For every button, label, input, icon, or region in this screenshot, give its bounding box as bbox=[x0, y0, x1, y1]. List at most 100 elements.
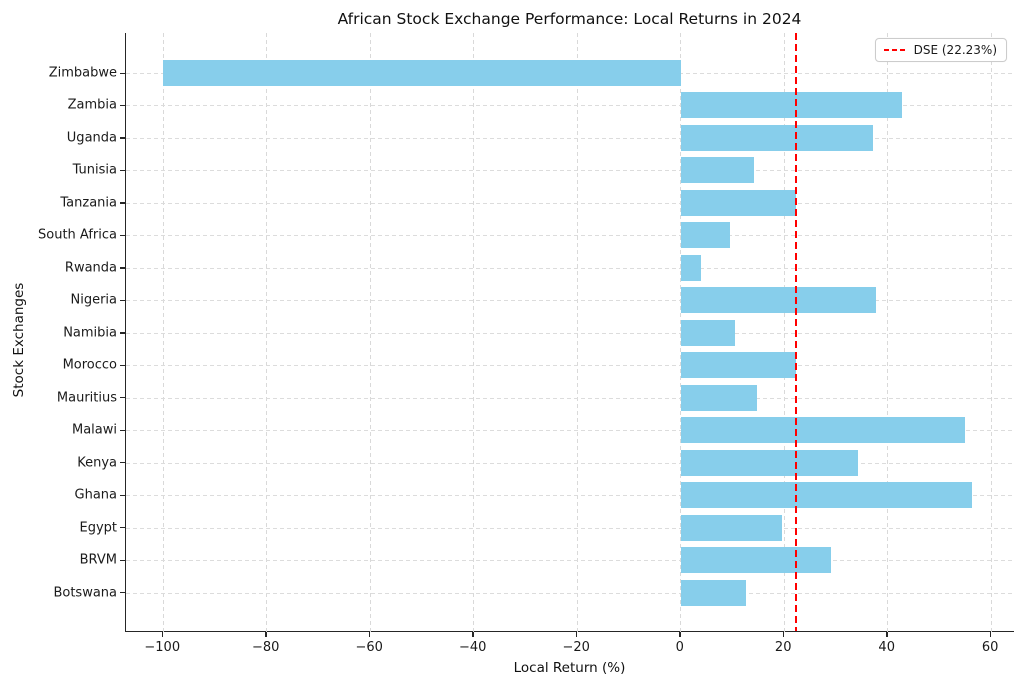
x-tick-label: 20 bbox=[774, 640, 792, 655]
x-tick-mark bbox=[679, 632, 681, 637]
x-tick-label: −60 bbox=[355, 640, 383, 655]
legend-label: DSE (22.23%) bbox=[913, 43, 997, 57]
y-gridline bbox=[126, 235, 1014, 237]
x-tick-label: 40 bbox=[878, 640, 895, 655]
y-tick-mark bbox=[120, 429, 125, 431]
bar-botswana bbox=[680, 579, 747, 606]
bar-rwanda bbox=[680, 254, 701, 281]
bar-morocco bbox=[680, 352, 796, 379]
y-tick-label: Nigeria bbox=[70, 292, 117, 308]
x-tick-mark bbox=[782, 632, 784, 637]
bar-ghana bbox=[680, 482, 972, 509]
y-tick-label: Mauritius bbox=[56, 390, 117, 406]
y-tick-label: Morocco bbox=[62, 357, 117, 373]
y-gridline bbox=[126, 202, 1014, 204]
x-tick-mark bbox=[575, 632, 578, 637]
bar-south-africa bbox=[680, 222, 731, 249]
y-gridline bbox=[126, 267, 1014, 269]
y-tick-label: Rwanda bbox=[64, 260, 117, 276]
x-tick-mark bbox=[265, 632, 267, 637]
y-tick-mark bbox=[120, 527, 125, 529]
y-tick-label: Zambia bbox=[67, 97, 117, 113]
y-gridline bbox=[126, 527, 1014, 529]
y-gridline bbox=[126, 397, 1014, 399]
y-gridline bbox=[126, 170, 1014, 172]
y-tick-label: Botswana bbox=[53, 585, 117, 600]
x-axis-label: Local Return (%) bbox=[513, 660, 626, 676]
y-gridline bbox=[126, 592, 1014, 594]
y-tick-label: Kenya bbox=[77, 455, 117, 471]
y-gridline bbox=[126, 462, 1014, 464]
y-gridline bbox=[126, 300, 1014, 302]
x-gridline bbox=[473, 33, 475, 632]
bar-tunisia bbox=[680, 157, 754, 184]
x-tick-mark bbox=[368, 632, 371, 637]
x-tick-label: −40 bbox=[459, 640, 487, 655]
bar-egypt bbox=[680, 514, 782, 541]
y-gridline bbox=[126, 560, 1014, 562]
x-tick-label: 0 bbox=[675, 640, 684, 655]
bar-zimbabwe bbox=[163, 60, 681, 86]
y-gridline bbox=[126, 105, 1014, 107]
y-tick-mark bbox=[120, 72, 125, 74]
bar-tanzania bbox=[680, 189, 796, 216]
x-gridline bbox=[990, 33, 992, 632]
bar-kenya bbox=[680, 449, 858, 476]
x-tick-label: −100 bbox=[144, 640, 181, 655]
x-tick-mark bbox=[989, 632, 991, 637]
y-gridline bbox=[126, 365, 1014, 367]
y-tick-label: Malawi bbox=[71, 422, 117, 438]
x-gridline bbox=[783, 33, 785, 632]
y-tick-label: Ghana bbox=[74, 487, 118, 503]
x-tick-label: 60 bbox=[981, 640, 999, 655]
dse-reference-line bbox=[794, 33, 797, 631]
x-tick-mark bbox=[161, 632, 164, 637]
bar-malawi bbox=[680, 417, 966, 444]
y-tick-mark bbox=[120, 332, 125, 334]
y-gridline bbox=[126, 430, 1014, 432]
y-tick-mark bbox=[120, 137, 125, 139]
y-tick-mark bbox=[120, 202, 125, 204]
y-tick-label: Zimbabwe bbox=[48, 65, 117, 81]
y-tick-mark bbox=[120, 104, 125, 107]
x-tick-mark bbox=[886, 632, 888, 637]
y-tick-mark bbox=[120, 234, 125, 237]
bar-mauritius bbox=[680, 384, 758, 411]
y-tick-label: Tunisia bbox=[72, 162, 117, 178]
y-tick-mark bbox=[120, 397, 125, 399]
y-tick-mark bbox=[120, 592, 125, 594]
bar-zambia bbox=[680, 92, 903, 119]
x-tick-label: −20 bbox=[562, 640, 590, 655]
y-tick-label: Uganda bbox=[66, 130, 117, 146]
y-tick-mark bbox=[120, 559, 125, 561]
x-gridline bbox=[162, 33, 164, 632]
y-tick-label: BRVM bbox=[79, 552, 117, 568]
y-gridline bbox=[126, 495, 1014, 497]
x-gridline bbox=[266, 33, 268, 632]
y-tick-label: Namibia bbox=[63, 325, 117, 341]
y-tick-mark bbox=[120, 364, 125, 367]
y-tick-mark bbox=[120, 267, 125, 269]
y-tick-label: South Africa bbox=[38, 227, 117, 243]
y-tick-mark bbox=[120, 494, 125, 496]
bar-uganda bbox=[680, 124, 873, 151]
y-tick-mark bbox=[120, 299, 125, 302]
x-gridline bbox=[369, 33, 371, 632]
y-tick-mark bbox=[120, 462, 125, 464]
legend-dashed-line-sample bbox=[883, 49, 907, 51]
chart-title: African Stock Exchange Performance: Loca… bbox=[337, 10, 802, 28]
y-tick-label: Tanzania bbox=[60, 195, 117, 211]
x-gridline bbox=[887, 33, 889, 632]
bar-brvm bbox=[680, 547, 831, 574]
x-gridline bbox=[576, 33, 578, 632]
y-tick-mark bbox=[120, 169, 125, 172]
legend: DSE (22.23%) bbox=[874, 38, 1007, 62]
y-tick-label: Egypt bbox=[79, 520, 117, 536]
y-gridline bbox=[126, 332, 1014, 334]
plot-area: DSE (22.23%) bbox=[125, 33, 1014, 632]
x-tick-mark bbox=[472, 632, 474, 637]
bar-nigeria bbox=[680, 287, 876, 314]
y-gridline bbox=[126, 137, 1014, 139]
x-tick-label: −80 bbox=[252, 640, 280, 655]
